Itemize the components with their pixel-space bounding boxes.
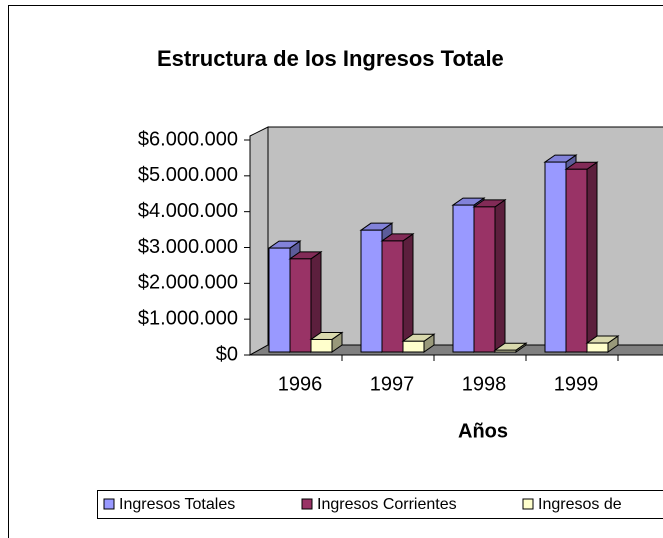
- bar: [310, 338, 333, 353]
- legend-label: Ingresos Corrientes: [317, 496, 457, 513]
- legend-label: Ingresos de: [538, 496, 622, 513]
- bar: [360, 229, 383, 353]
- chart-title: Estructura de los Ingresos Totale: [157, 46, 504, 71]
- bar: [289, 258, 312, 353]
- x-tick-label: 1996: [278, 373, 323, 395]
- y-tick-label: $1.000.000: [138, 307, 238, 329]
- x-tick-label: 1998: [462, 373, 507, 395]
- bar: [402, 340, 425, 353]
- bar-side: [494, 198, 506, 353]
- legend: [97, 490, 663, 519]
- y-tick-label: $0: [216, 343, 238, 365]
- y-tick-label: $4.000.000: [138, 200, 238, 222]
- x-tick-label: 1999: [554, 373, 599, 395]
- bar-side: [402, 232, 414, 353]
- bar: [565, 168, 588, 353]
- bar: [452, 204, 475, 353]
- bar: [473, 206, 496, 353]
- legend-swatch: [522, 498, 534, 510]
- y-tick-label: $6.000.000: [138, 128, 238, 150]
- y-tick-label: $5.000.000: [138, 164, 238, 186]
- bar-side: [586, 161, 598, 353]
- legend-swatch: [301, 498, 313, 510]
- side-wall: [249, 126, 269, 356]
- x-tick-label: 1997: [370, 373, 415, 395]
- bar: [381, 240, 404, 353]
- x-axis-title: Años: [458, 420, 508, 442]
- bar: [586, 342, 609, 353]
- bar: [544, 161, 567, 353]
- bar: [268, 247, 291, 353]
- legend-swatch: [103, 498, 115, 510]
- legend-label: Ingresos Totales: [119, 496, 235, 513]
- y-tick-label: $2.000.000: [138, 272, 238, 294]
- y-tick-label: $3.000.000: [138, 236, 238, 258]
- bar: [494, 349, 517, 353]
